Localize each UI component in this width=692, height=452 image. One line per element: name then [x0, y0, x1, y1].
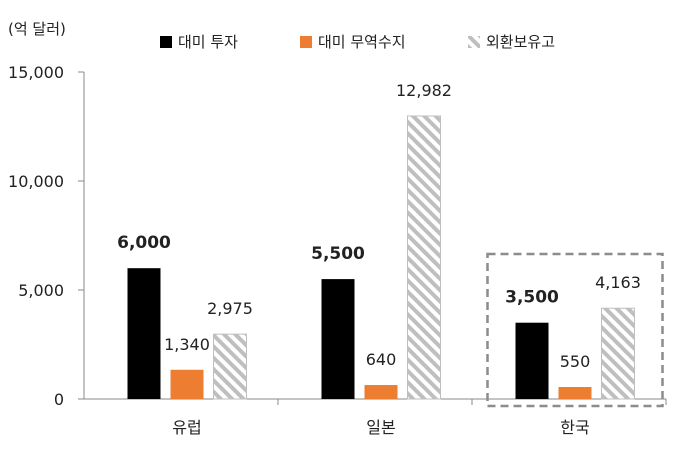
x-category-label: 한국 — [560, 418, 589, 437]
legend-swatch — [468, 36, 480, 48]
bars — [127, 115, 664, 408]
data-label: 4,163 — [595, 273, 641, 292]
y-tick-label: 15,000 — [8, 63, 64, 82]
y-tick-label: 10,000 — [8, 172, 64, 191]
x-category-label: 일본 — [366, 418, 395, 437]
bar — [213, 333, 247, 400]
legend: 대미 투자 대미 무역수지 외환보유고 — [160, 33, 555, 51]
legend-label: 대미 투자 — [178, 33, 238, 51]
data-label: 550 — [560, 352, 591, 371]
bar — [515, 322, 549, 399]
data-label: 12,982 — [396, 81, 452, 100]
y-tick-label: 0 — [54, 390, 64, 409]
y-tick-label: 5,000 — [18, 281, 64, 300]
bar — [558, 387, 592, 399]
highlight-box — [486, 252, 664, 408]
y-axis-unit-label: (억 달러) — [8, 20, 66, 38]
x-category-label: 유럽 — [172, 418, 201, 437]
legend-label: 대미 무역수지 — [318, 33, 406, 51]
bar — [170, 369, 204, 399]
bar — [407, 115, 441, 400]
data-labels: 6,000 1,340 2,975 5,500 640 12,982 3,500 550 4,1… — [117, 81, 641, 371]
bar — [127, 268, 161, 399]
data-label: 3,500 — [505, 288, 559, 308]
bar — [321, 279, 355, 399]
data-label: 1,340 — [164, 335, 210, 354]
bar — [364, 385, 398, 399]
axes: 0 5,000 10,000 15,000 유럽 일본 한국 — [8, 63, 667, 437]
legend-label: 외환보유고 — [486, 33, 555, 51]
legend-swatch — [160, 36, 172, 48]
legend-swatch — [300, 36, 312, 48]
data-label: 640 — [366, 350, 397, 369]
data-label: 5,500 — [311, 244, 365, 264]
bar — [601, 307, 635, 400]
data-label: 6,000 — [117, 233, 171, 253]
data-label: 2,975 — [207, 299, 253, 318]
